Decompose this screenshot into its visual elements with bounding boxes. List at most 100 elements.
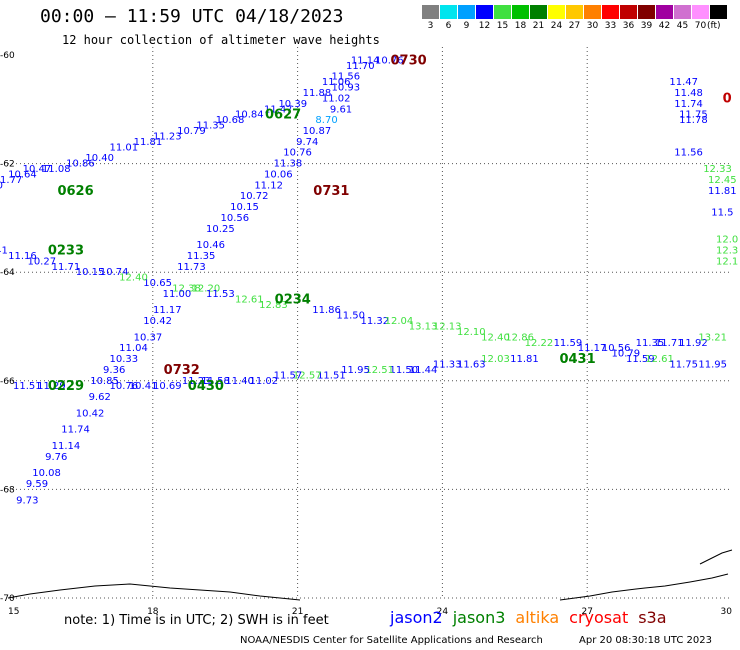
color-scale-swatch bbox=[494, 5, 511, 19]
wave-height-value: 11.63 bbox=[457, 360, 486, 371]
generated-timestamp: Apr 20 08:30:18 UTC 2023 bbox=[579, 635, 712, 646]
wave-height-value: 11.47 bbox=[264, 104, 293, 115]
legend-entry-altika: altika bbox=[515, 608, 560, 627]
wave-height-value: 13.21 bbox=[698, 332, 727, 343]
wave-height-value: 11.92 bbox=[679, 338, 708, 349]
map-title: 00:00 – 11:59 UTC 04/18/2023 bbox=[40, 6, 344, 27]
wave-height-value: 12.61 bbox=[645, 354, 674, 365]
wave-height-value: 11.01 bbox=[110, 142, 139, 153]
wave-height-value: 10.33 bbox=[110, 354, 139, 365]
wave-height-value: 10.69 bbox=[153, 381, 182, 392]
longitude-label: 15 bbox=[8, 607, 19, 617]
wave-height-value: 11.00 bbox=[163, 289, 192, 300]
color-scale-swatch bbox=[710, 5, 727, 19]
pass-time-label: 0731 bbox=[313, 184, 349, 199]
wave-height-value: 10.87 bbox=[303, 126, 332, 137]
map-subtitle: 12 hour collection of altimeter wave hei… bbox=[62, 33, 380, 47]
color-scale-swatch bbox=[548, 5, 565, 19]
map-axes: 15 18 21 24 27 30 -60 -62 -64 -66 -68 -70 bbox=[0, 51, 732, 617]
wave-height-value: 9.59 bbox=[26, 479, 48, 490]
wave-height-value: 11.51 bbox=[13, 381, 42, 392]
wave-height-value: 10.06 bbox=[264, 169, 293, 180]
wave-height-value: 10.84 bbox=[235, 110, 264, 121]
wave-height-value: 11.08 bbox=[42, 164, 71, 175]
wave-height-value: 11.86 bbox=[312, 305, 341, 316]
color-scale-swatch bbox=[422, 5, 439, 19]
wave-height-value: 11.53 bbox=[206, 289, 235, 300]
wave-height-value: 11.5 bbox=[711, 207, 733, 218]
wave-height-value: 12.0 bbox=[716, 235, 738, 246]
wave-height-value: 10.08 bbox=[32, 468, 61, 479]
color-scale-label: 18 bbox=[514, 21, 527, 31]
wave-height-value: 10.15 bbox=[76, 267, 105, 278]
color-scale-label: 12 bbox=[478, 21, 491, 31]
wave-height-value: 12.45 bbox=[708, 175, 737, 186]
wave-height-value: 10.65 bbox=[143, 278, 172, 289]
wave-height-value: 11.75 bbox=[669, 360, 698, 371]
wave-height-value: 10.72 bbox=[240, 191, 269, 202]
map-grid bbox=[8, 47, 732, 599]
color-scale-swatch bbox=[674, 5, 691, 19]
color-scale-label: 30 bbox=[586, 21, 599, 31]
wave-height-value: 10.56 bbox=[221, 213, 250, 224]
wave-height-value: 11.51 bbox=[317, 370, 346, 381]
wave-height-value: 11.58 bbox=[201, 376, 230, 387]
wave-height-value: 10.74 bbox=[100, 267, 129, 278]
wave-height-value: 11.56 bbox=[674, 148, 703, 159]
wave-height-value: 11.81 bbox=[134, 137, 163, 148]
wave-height-value: 9.76 bbox=[45, 452, 67, 463]
wave-height-value: 11.35 bbox=[187, 251, 216, 262]
wave-height-value: 9.73 bbox=[16, 495, 38, 506]
wave-height-value: 10.15 bbox=[230, 202, 259, 213]
pass-time-label: 0626 bbox=[57, 184, 93, 199]
pass-time-label: 0229 bbox=[48, 379, 84, 394]
wave-height-value: 10.68 bbox=[216, 115, 245, 126]
wave-height-value: 12.33 bbox=[703, 164, 732, 175]
wave-height-value: 11.88 bbox=[303, 88, 332, 99]
wave-height-value: 9.74 bbox=[296, 137, 318, 148]
pass-time-label: 0430 bbox=[188, 379, 224, 394]
longitude-label: 30 bbox=[721, 607, 733, 617]
wave-height-value: 11.35 bbox=[196, 121, 225, 132]
wave-height-value: 10.37 bbox=[134, 332, 163, 343]
wave-height-value: 11.02 bbox=[322, 93, 351, 104]
wave-height-value: 10.25 bbox=[206, 224, 235, 235]
wave-height-value: 12.1 bbox=[716, 256, 738, 267]
color-scale-label: 33 bbox=[604, 21, 617, 31]
wave-height-value: 11.95 bbox=[698, 360, 727, 371]
wave-height-value: 11.74 bbox=[61, 425, 90, 436]
color-scale-swatch bbox=[692, 5, 709, 19]
satellite-legend: jason2 jason3 altika cryosat s3a bbox=[390, 608, 677, 627]
color-scale-swatch bbox=[476, 5, 493, 19]
latitude-label: -70 bbox=[0, 594, 15, 604]
pass-time-label: 0730 bbox=[391, 53, 427, 68]
color-scale-label: 36 bbox=[622, 21, 635, 31]
color-scale-label: 39 bbox=[640, 21, 653, 31]
color-scale-label: 42 bbox=[658, 21, 671, 31]
latitude-label: -62 bbox=[0, 160, 15, 170]
longitude-label: 27 bbox=[581, 607, 592, 617]
credits: NOAA/NESDIS Center for Satellite Applica… bbox=[240, 635, 543, 646]
latitude-label: -60 bbox=[0, 51, 15, 61]
wave-height-value: 11.16 bbox=[8, 251, 37, 262]
longitude-label: 24 bbox=[437, 607, 449, 617]
wave-height-value: 11.44 bbox=[409, 365, 438, 376]
wave-height-value: 10.80 bbox=[0, 180, 3, 191]
wave-height-value: 12.61 bbox=[235, 294, 264, 305]
wave-height-value: 11.06 bbox=[322, 77, 351, 88]
color-scale-unit: (ft) bbox=[707, 21, 721, 31]
latitude-label: -64 bbox=[0, 268, 15, 278]
wave-height-value: 9.62 bbox=[89, 392, 111, 403]
wave-height-value: 10.76 bbox=[375, 55, 404, 66]
wave-height-value: 10.41 bbox=[129, 381, 158, 392]
wave-height-value: 11.17 bbox=[153, 305, 182, 316]
wave-height-value: 10.56 bbox=[602, 343, 631, 354]
wave-height-value: 11.71 bbox=[52, 262, 81, 273]
wave-height-value: 12.57 bbox=[293, 370, 322, 381]
wave-height-value: 11.81 bbox=[510, 354, 539, 365]
wave-height-value: 10.64 bbox=[8, 169, 37, 180]
wave-height-value: 11.02 bbox=[249, 376, 278, 387]
wave-height-value: 11.71 bbox=[655, 338, 684, 349]
wave-height-value: 11.56 bbox=[332, 72, 361, 83]
color-scale-swatch bbox=[458, 5, 475, 19]
